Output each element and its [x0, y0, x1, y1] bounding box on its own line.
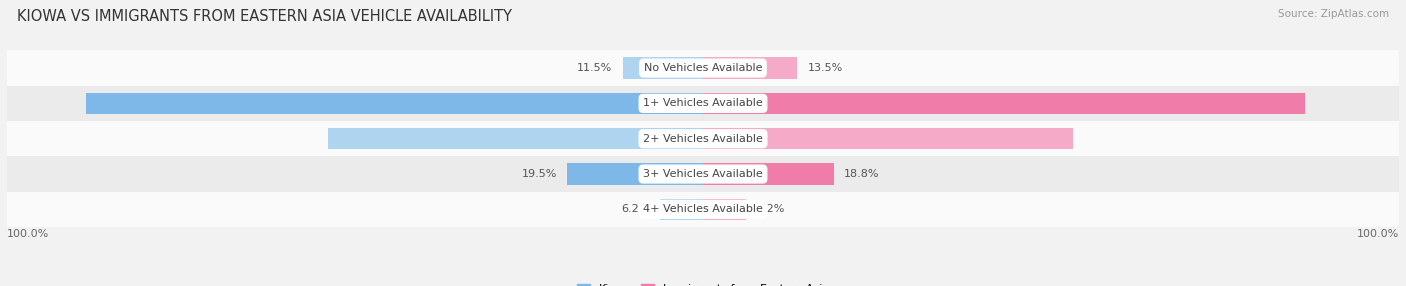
Text: 6.2%: 6.2%: [756, 204, 785, 214]
Bar: [703, 57, 797, 79]
Bar: [7, 121, 1399, 156]
Bar: [567, 163, 703, 185]
Bar: [703, 93, 1305, 114]
Bar: [7, 192, 1399, 227]
Text: KIOWA VS IMMIGRANTS FROM EASTERN ASIA VEHICLE AVAILABILITY: KIOWA VS IMMIGRANTS FROM EASTERN ASIA VE…: [17, 9, 512, 23]
Text: No Vehicles Available: No Vehicles Available: [644, 63, 762, 73]
Text: 53.2%: 53.2%: [717, 134, 755, 144]
Bar: [7, 50, 1399, 86]
Text: 4+ Vehicles Available: 4+ Vehicles Available: [643, 204, 763, 214]
Text: 100.0%: 100.0%: [7, 229, 49, 239]
Bar: [703, 199, 747, 220]
Text: 19.5%: 19.5%: [522, 169, 557, 179]
Text: 6.2%: 6.2%: [621, 204, 650, 214]
Bar: [623, 57, 703, 79]
Text: 13.5%: 13.5%: [807, 63, 842, 73]
Text: 11.5%: 11.5%: [578, 63, 613, 73]
Bar: [7, 156, 1399, 192]
Text: 3+ Vehicles Available: 3+ Vehicles Available: [643, 169, 763, 179]
Text: 100.0%: 100.0%: [1357, 229, 1399, 239]
Bar: [86, 93, 703, 114]
Bar: [7, 86, 1399, 121]
Bar: [328, 128, 703, 149]
Text: 88.6%: 88.6%: [651, 98, 689, 108]
Bar: [659, 199, 703, 220]
Bar: [703, 163, 834, 185]
Legend: Kiowa, Immigrants from Eastern Asia: Kiowa, Immigrants from Eastern Asia: [572, 280, 834, 286]
Text: 2+ Vehicles Available: 2+ Vehicles Available: [643, 134, 763, 144]
Text: 18.8%: 18.8%: [844, 169, 880, 179]
Text: Source: ZipAtlas.com: Source: ZipAtlas.com: [1278, 9, 1389, 19]
Text: 86.5%: 86.5%: [717, 98, 755, 108]
Bar: [703, 128, 1073, 149]
Text: 53.9%: 53.9%: [651, 134, 689, 144]
Text: 1+ Vehicles Available: 1+ Vehicles Available: [643, 98, 763, 108]
